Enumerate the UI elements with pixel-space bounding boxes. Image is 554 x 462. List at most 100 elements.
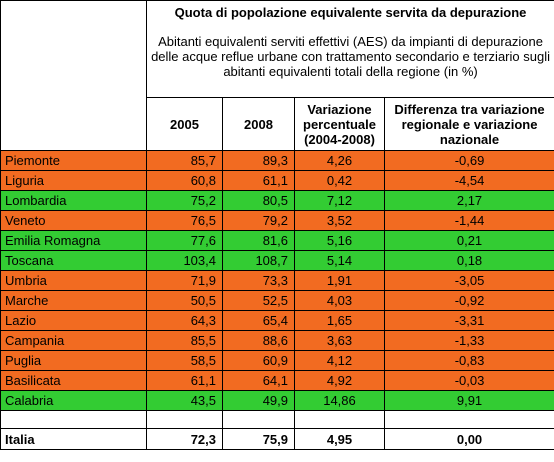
value-cell: 14,86: [294, 390, 385, 411]
total-value: 72,3: [146, 428, 223, 450]
value-cell: 4,26: [294, 150, 385, 171]
value-cell: -0,92: [383, 290, 554, 311]
data-row: Umbria 71,9 73,3 1,91 -3,05: [0, 270, 554, 291]
empty-cell: [222, 410, 295, 429]
value-cell: 4,03: [294, 290, 385, 311]
total-value: 75,9: [222, 428, 295, 450]
region-name: Lazio: [0, 310, 147, 331]
value-cell: -3,31: [383, 310, 554, 331]
value-cell: 60,8: [146, 170, 223, 191]
value-cell: 61,1: [222, 170, 295, 191]
column-header: Variazione percentuale (2004-2008): [294, 97, 385, 151]
value-cell: 4,12: [294, 350, 385, 371]
value-cell: 2,17: [383, 190, 554, 211]
region-name: Marche: [0, 290, 147, 311]
value-cell: 88,6: [222, 330, 295, 351]
value-cell: 43,5: [146, 390, 223, 411]
value-cell: -0,03: [383, 370, 554, 391]
value-cell: -1,33: [383, 330, 554, 351]
value-cell: 76,5: [146, 210, 223, 231]
value-cell: 58,5: [146, 350, 223, 371]
value-cell: 52,5: [222, 290, 295, 311]
value-cell: 5,14: [294, 250, 385, 271]
region-name: Piemonte: [0, 150, 147, 171]
value-cell: 79,2: [222, 210, 295, 231]
table-title: Quota di popolazione equivalente servita…: [174, 5, 527, 20]
value-cell: 85,5: [146, 330, 223, 351]
value-cell: 80,5: [222, 190, 295, 211]
corner-cell: [0, 0, 147, 151]
region-name: Veneto: [0, 210, 147, 231]
data-row: Lazio 64,3 65,4 1,65 -3,31: [0, 310, 554, 331]
total-name: Italia: [0, 428, 147, 450]
value-cell: 4,92: [294, 370, 385, 391]
value-cell: 85,7: [146, 150, 223, 171]
value-cell: 77,6: [146, 230, 223, 251]
value-cell: -1,44: [383, 210, 554, 231]
value-cell: 3,63: [294, 330, 385, 351]
value-cell: 65,4: [222, 310, 295, 331]
value-cell: 0,42: [294, 170, 385, 191]
value-cell: 64,1: [222, 370, 295, 391]
data-row: Marche 50,5 52,5 4,03 -0,92: [0, 290, 554, 311]
data-row: Piemonte 85,7 89,3 4,26 -0,69: [0, 150, 554, 171]
header-row: Quota di popolazione equivalente servita…: [0, 0, 554, 151]
value-cell: 7,12: [294, 190, 385, 211]
value-cell: 73,3: [222, 270, 295, 291]
value-cell: -0,69: [383, 150, 554, 171]
value-cell: 75,2: [146, 190, 223, 211]
empty-cell: [294, 410, 385, 429]
total-row: Italia 72,3 75,9 4,95 0,00: [0, 428, 554, 450]
value-cell: 71,9: [146, 270, 223, 291]
value-cell: 89,3: [222, 150, 295, 171]
value-cell: 5,16: [294, 230, 385, 251]
column-header: Differenza tra variazione regionale e va…: [383, 97, 554, 151]
data-row: Toscana 103,4 108,7 5,14 0,18: [0, 250, 554, 271]
column-header: 2005: [146, 97, 223, 151]
region-name: Toscana: [0, 250, 147, 271]
value-cell: 49,9: [222, 390, 295, 411]
data-row: Liguria 60,8 61,1 0,42 -4,54: [0, 170, 554, 191]
value-cell: 9,91: [383, 390, 554, 411]
value-cell: 1,91: [294, 270, 385, 291]
region-name: Calabria: [0, 390, 147, 411]
total-value: 0,00: [383, 428, 554, 450]
value-cell: 0,21: [383, 230, 554, 251]
value-cell: 64,3: [146, 310, 223, 331]
region-name: Emilia Romagna: [0, 230, 147, 251]
data-row: Calabria 43,5 49,9 14,86 9,91: [0, 390, 554, 411]
value-cell: 1,65: [294, 310, 385, 331]
data-row: Campania 85,5 88,6 3,63 -1,33: [0, 330, 554, 351]
region-name: Lombardia: [0, 190, 147, 211]
value-cell: 61,1: [146, 370, 223, 391]
data-row: Puglia 58,5 60,9 4,12 -0,83: [0, 350, 554, 371]
value-cell: 103,4: [146, 250, 223, 271]
region-name: Basilicata: [0, 370, 147, 391]
region-name: Campania: [0, 330, 147, 351]
empty-cell: [383, 410, 554, 429]
empty-cell: [0, 410, 147, 429]
value-cell: 60,9: [222, 350, 295, 371]
value-cell: -4,54: [383, 170, 554, 191]
column-header: 2008: [222, 97, 295, 151]
spacer-row: [0, 410, 554, 429]
data-row: Lombardia 75,2 80,5 7,12 2,17: [0, 190, 554, 211]
value-cell: 0,18: [383, 250, 554, 271]
table-subtitle: Abitanti equivalenti serviti effettivi (…: [151, 34, 550, 79]
column-header-row: 2005 2008 Variazione percentuale (2004-200…: [1, 97, 554, 151]
region-name: Liguria: [0, 170, 147, 191]
data-row: Basilicata 61,1 64,1 4,92 -0,03: [0, 370, 554, 391]
empty-cell: [146, 410, 223, 429]
value-cell: -3,05: [383, 270, 554, 291]
data-table: Quota di popolazione equivalente servita…: [0, 0, 554, 450]
value-cell: 81,6: [222, 230, 295, 251]
value-cell: 108,7: [222, 250, 295, 271]
region-name: Puglia: [0, 350, 147, 371]
value-cell: 3,52: [294, 210, 385, 231]
value-cell: 50,5: [146, 290, 223, 311]
region-name: Umbria: [0, 270, 147, 291]
value-cell: -0,83: [383, 350, 554, 371]
total-value: 4,95: [294, 428, 385, 450]
data-row: Emilia Romagna 77,6 81,6 5,16 0,21: [0, 230, 554, 251]
